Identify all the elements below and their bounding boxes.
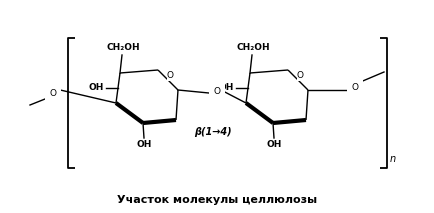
Text: O: O	[167, 72, 174, 81]
Text: β(1→4): β(1→4)	[194, 127, 232, 137]
Text: O: O	[49, 88, 56, 98]
Text: n: n	[390, 154, 396, 164]
Text: O: O	[214, 87, 220, 96]
Text: Участок молекулы целлюлозы: Участок молекулы целлюлозы	[117, 195, 317, 205]
Text: CH₂OH: CH₂OH	[106, 43, 140, 52]
Text: OH: OH	[219, 83, 234, 92]
Text: O: O	[352, 82, 358, 92]
Text: OH: OH	[266, 140, 282, 149]
Text: OH: OH	[136, 140, 152, 149]
Text: CH₂OH: CH₂OH	[236, 43, 270, 52]
Text: OH: OH	[89, 83, 104, 92]
Text: O: O	[296, 72, 303, 81]
